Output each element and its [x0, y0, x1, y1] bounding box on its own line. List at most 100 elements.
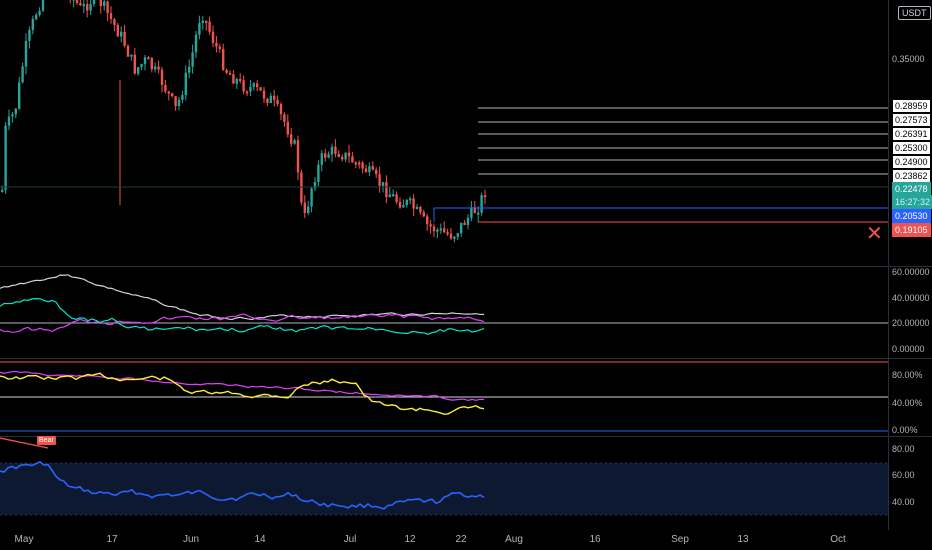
- candle-body: [242, 80, 245, 92]
- time-label: Aug: [505, 534, 523, 545]
- candle-body: [324, 153, 327, 158]
- candle-body: [446, 232, 449, 235]
- candle-body: [378, 174, 381, 186]
- candlestick-series: [0, 0, 888, 243]
- candle-body: [191, 52, 194, 67]
- currency-unit-button[interactable]: USDT: [898, 6, 931, 20]
- candle-body: [103, 1, 106, 6]
- candle-body: [120, 31, 123, 37]
- candle-body: [198, 23, 201, 35]
- stoch-k-line: [0, 372, 485, 415]
- rsi-scale-label: 40.00: [892, 497, 915, 507]
- bar-countdown-tag: 16:27:32: [892, 195, 932, 209]
- candle-body: [225, 69, 228, 73]
- candle-body: [388, 194, 391, 198]
- price-scale[interactable]: [888, 0, 932, 530]
- candle-body: [313, 181, 317, 189]
- stop-price-tag: 0.19105: [892, 223, 931, 237]
- fib-levels: [433, 107, 888, 223]
- candle-body: [395, 194, 398, 202]
- candle-body: [86, 4, 89, 11]
- candle-body: [157, 66, 160, 70]
- candle-body: [290, 134, 293, 144]
- candle-body: [249, 86, 252, 92]
- candle-body: [283, 114, 286, 122]
- candle-body: [218, 46, 221, 49]
- candle-body: [228, 72, 232, 75]
- candle-body: [245, 91, 249, 94]
- pane-separator[interactable]: [0, 358, 932, 359]
- candle-body: [123, 31, 126, 46]
- candle-body: [463, 222, 466, 225]
- price-level-tag: 0.26391: [892, 127, 931, 141]
- time-label: 14: [254, 534, 266, 545]
- adx-pane: [0, 274, 888, 335]
- candle-body: [106, 1, 109, 14]
- chart-area[interactable]: [0, 0, 888, 530]
- candle-body: [317, 164, 320, 182]
- x-mark-icon[interactable]: ✕: [866, 223, 883, 245]
- price-level-tag: 0.28959: [892, 99, 931, 113]
- candle-body: [215, 43, 218, 47]
- candle-body: [432, 226, 436, 232]
- candle-body: [337, 153, 340, 157]
- stoch-scale-label: 40.00%: [892, 398, 923, 408]
- candle-body: [473, 207, 476, 213]
- pane-separator[interactable]: [0, 266, 932, 267]
- candle-body: [99, 0, 102, 6]
- candle-body: [72, 0, 75, 1]
- adx-scale-label: 40.00000: [892, 293, 930, 303]
- candle-body: [330, 146, 334, 155]
- candle-body: [41, 0, 45, 11]
- candle-body: [109, 13, 113, 20]
- candle-body: [358, 162, 361, 165]
- candle-body: [79, 3, 82, 6]
- candle-body: [150, 57, 153, 70]
- candle-body: [477, 212, 480, 215]
- candle-body: [286, 121, 289, 135]
- rsi-scale-label: 60.00: [892, 470, 915, 480]
- candle-body: [320, 153, 323, 165]
- price-level-tag: 0.27573: [892, 113, 931, 127]
- candle-body: [470, 207, 473, 218]
- candle-body: [412, 198, 415, 209]
- rsi-band: [0, 463, 888, 515]
- time-label: 13: [737, 534, 749, 545]
- candle-body: [89, 4, 92, 11]
- candle-body: [256, 83, 259, 88]
- candle-body: [232, 74, 235, 84]
- pane-separator[interactable]: [0, 436, 932, 437]
- adx-line: [0, 274, 485, 321]
- stoch-scale-label: 0.00%: [892, 425, 918, 435]
- candle-body: [31, 19, 34, 30]
- candle-body: [439, 228, 442, 231]
- candle-body: [201, 20, 204, 24]
- stoch-scale-label: 80.00%: [892, 370, 923, 380]
- time-axis[interactable]: May 17 Jun 14 Jul 12 22 Aug 16 Sep 13 Oc…: [0, 530, 888, 550]
- candle-body: [262, 90, 266, 99]
- candle-body: [184, 72, 187, 96]
- candle-body: [181, 95, 184, 100]
- candle-body: [21, 66, 24, 83]
- candle-body: [364, 168, 368, 173]
- candle-body: [171, 93, 174, 97]
- candle-body: [419, 206, 422, 213]
- candle-body: [483, 195, 487, 198]
- time-label: 12: [404, 534, 416, 545]
- candle-body: [24, 40, 28, 67]
- candle-body: [405, 199, 408, 205]
- candle-body: [14, 108, 17, 115]
- candle-body: [235, 79, 238, 84]
- candle-body: [194, 34, 198, 53]
- candle-body: [160, 69, 164, 85]
- candle-body: [449, 233, 453, 239]
- candle-body: [252, 83, 255, 87]
- time-label: May: [14, 534, 34, 545]
- candle-body: [116, 24, 119, 37]
- di-minus-line: [0, 313, 485, 333]
- adx-scale-label: 60.00000: [892, 267, 930, 277]
- candle-body: [310, 188, 313, 207]
- candle-body: [334, 146, 337, 154]
- candle-body: [205, 20, 208, 23]
- candle-body: [35, 14, 38, 20]
